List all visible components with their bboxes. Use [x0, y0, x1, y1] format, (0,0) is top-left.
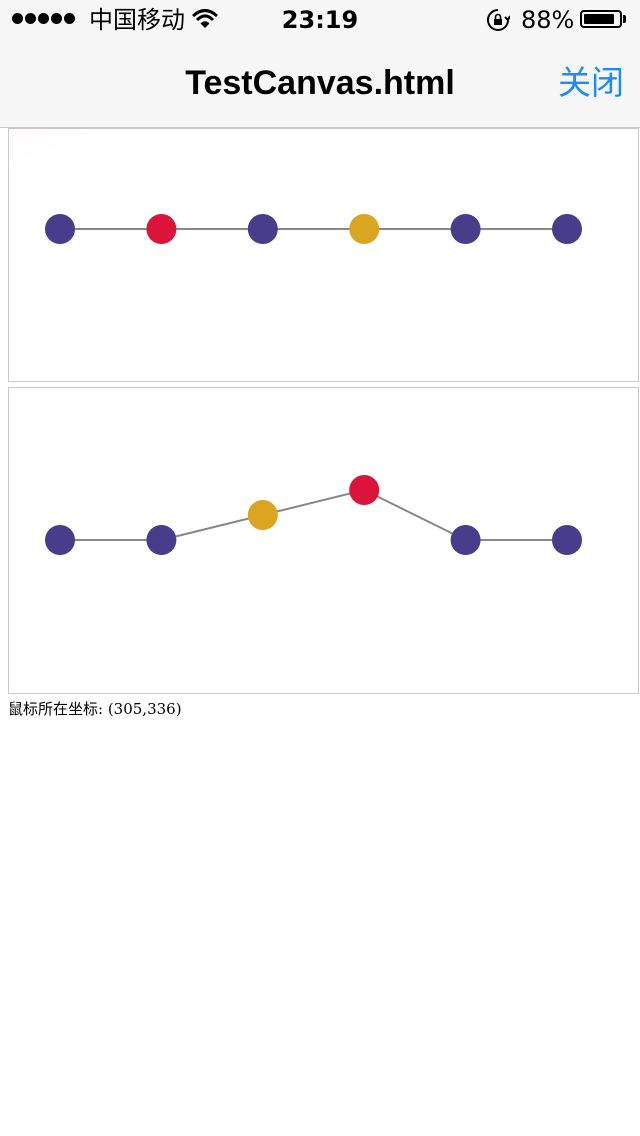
wifi-icon	[191, 8, 219, 34]
touch-highlight	[9, 129, 149, 184]
rotation-lock-icon	[486, 8, 511, 36]
canvas-node[interactable]	[349, 475, 380, 505]
canvas-node[interactable]	[146, 525, 177, 555]
carrier-name: 中国移动	[89, 6, 185, 34]
canvas-node[interactable]	[45, 525, 75, 555]
page-title: TestCanvas.html	[185, 64, 455, 102]
canvas-raised[interactable]	[8, 387, 639, 694]
signal-strength-icon	[12, 13, 75, 24]
edge-line	[363, 489, 467, 541]
canvas-flat[interactable]	[8, 128, 639, 382]
status-bar: 中国移动 23:19 88%	[0, 0, 640, 40]
canvas-node[interactable]	[552, 214, 582, 244]
canvas-flat-drawing[interactable]	[9, 129, 639, 382]
canvas-node[interactable]	[146, 214, 177, 244]
clock: 23:19	[281, 6, 359, 34]
canvas-raised-drawing[interactable]	[9, 388, 639, 694]
canvas-node[interactable]	[450, 525, 481, 555]
battery-percent: 88%	[521, 6, 575, 34]
edge-line	[262, 489, 365, 516]
canvas-node[interactable]	[450, 214, 481, 244]
navigation-bar: TestCanvas.html 关闭	[0, 40, 640, 128]
canvas-node[interactable]	[45, 214, 75, 244]
canvas-node[interactable]	[247, 214, 278, 244]
mouse-coordinate-readout: 鼠标所在坐标: (305,336)	[8, 700, 182, 718]
canvas-node[interactable]	[247, 500, 278, 530]
canvas-node[interactable]	[552, 525, 582, 555]
edge-line	[161, 514, 264, 541]
battery-icon	[580, 10, 622, 28]
battery-tip	[623, 15, 626, 23]
canvas-node[interactable]	[349, 214, 380, 244]
close-button[interactable]: 关闭	[558, 63, 624, 102]
